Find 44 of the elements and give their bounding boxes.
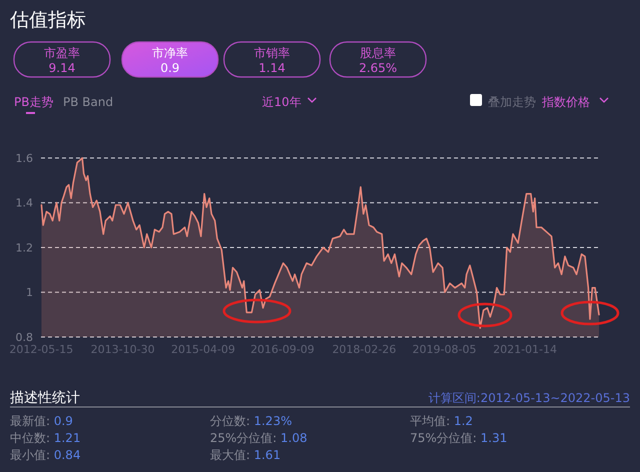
x-tick-label: 2015-04-09 [171,343,236,356]
text: 0.84 [54,448,81,462]
text: 中位数: [10,431,54,445]
y-tick-label: 1.2 [16,241,33,254]
text: 1.21 [54,431,81,445]
text: 分位数: [210,414,254,428]
text: 9.14 [48,61,76,75]
text: 描述性统计 [10,390,80,406]
text: PB走势 [14,95,54,109]
text: 1.14 [258,61,286,75]
text: 股息率 [360,46,396,60]
x-tick-label: 2012-05-15 [9,343,74,356]
text: 指数价格 [541,95,590,109]
text: 0.9 [54,414,73,428]
chart-title: 估值指标 [9,9,86,31]
text: 叠加走势 [488,95,536,109]
text: PB Band [63,95,114,109]
text: 最小值: [10,448,54,462]
text: 平均值: [410,414,454,428]
text: 1.61 [254,448,281,462]
text: 1.31 [480,431,508,445]
text: 0.9 [160,61,180,75]
x-tick-label: 2021-01-14 [493,343,558,356]
text: 最新值: [10,414,54,428]
text: 市销率 [254,46,290,60]
text: 1.2 [454,414,473,428]
x-tick-label: 2019-08-05 [412,343,476,356]
text: 2.65% [358,61,398,75]
text: 最大值: [210,448,254,462]
text: 市净率 [152,46,188,60]
text: 1.23% [254,414,292,428]
text: 市盈率 [44,46,80,60]
text: 75%分位值: [410,431,481,445]
y-tick-label: 1 [26,286,33,300]
y-tick-label: 0.8 [16,330,33,344]
y-tick-label: 1.6 [16,152,33,165]
text: 计算区间:2012-05-13~2022-05-13 [428,391,630,405]
y-tick-label: 1.4 [16,196,33,210]
text: 近10年 [262,95,302,109]
x-tick-label: 2016-09-09 [250,343,314,356]
text: 1.08 [280,431,308,445]
text: 25%分位值: [210,431,281,445]
x-tick-label: 2018-02-26 [332,343,396,356]
x-tick-label: 2013-10-30 [90,343,155,356]
